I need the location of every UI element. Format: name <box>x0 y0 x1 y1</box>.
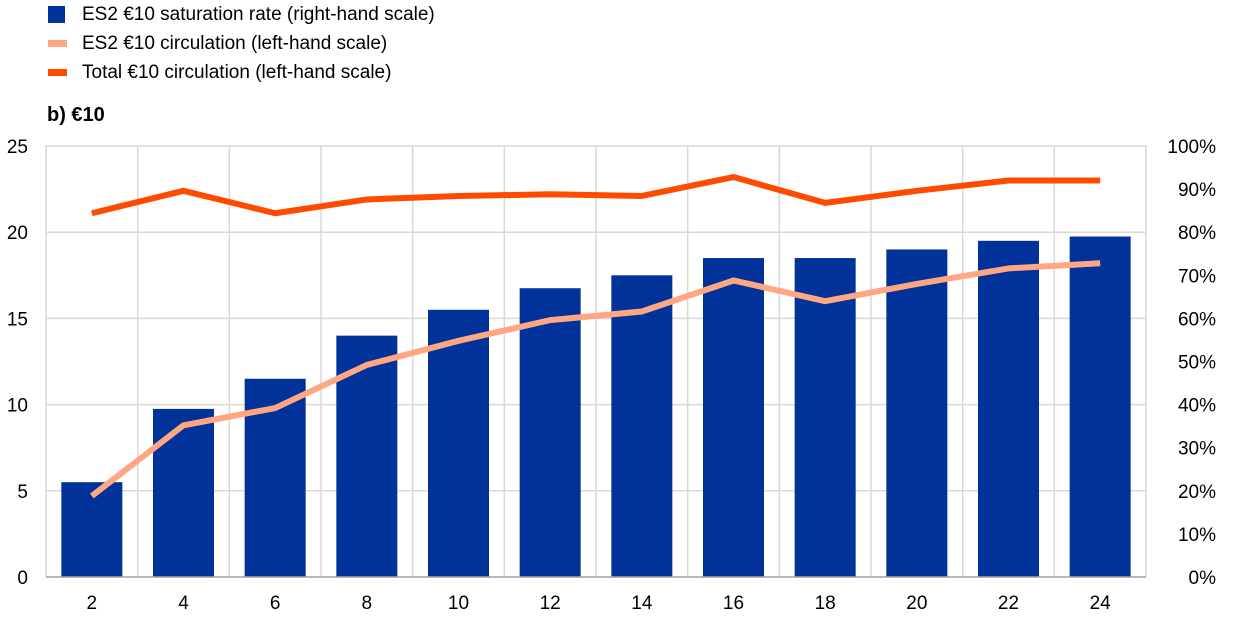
x-tick-label: 18 <box>815 593 836 614</box>
x-tick-label: 24 <box>1090 593 1112 614</box>
y-right-tick-label: 80% <box>1178 223 1216 244</box>
bar-saturation-24 <box>1069 236 1131 577</box>
chart-title: b) €10 <box>47 104 105 126</box>
axes: 0 5 10 15 20 25 0% 10% 20% 30% 40% 50% 60% 70% 80% 90% 1… <box>7 137 1216 614</box>
x-tick-label: 8 <box>362 593 373 614</box>
y-right-tick-label: 0% <box>1189 568 1217 589</box>
x-tick-label: 16 <box>723 593 744 614</box>
bar-saturation-22 <box>978 240 1039 577</box>
bar-saturation-16 <box>703 258 764 577</box>
y-right-tick-label: 60% <box>1178 309 1216 330</box>
grid <box>45 145 1147 578</box>
legend-swatch-saturation <box>48 6 65 23</box>
line-series <box>90 174 1101 499</box>
bar-saturation-10 <box>428 309 489 577</box>
y-right-tick-label: 10% <box>1178 525 1216 546</box>
y-right-tick-label: 100% <box>1167 137 1216 158</box>
x-tick-label: 12 <box>540 593 561 614</box>
x-tick-label: 10 <box>448 593 469 614</box>
y-right-tick-label: 50% <box>1178 353 1216 374</box>
x-tick-label: 2 <box>87 593 98 614</box>
y-left-tick-label: 20 <box>7 223 28 244</box>
y-left-tick-label: 10 <box>7 396 28 417</box>
y-left-tick-label: 25 <box>7 137 28 158</box>
bar-saturation-20 <box>886 249 948 577</box>
legend-label-total-circulation: Total €10 circulation (left-hand scale) <box>82 62 392 83</box>
line-total-circulation <box>91 174 1101 217</box>
y-left-tick-label: 0 <box>17 568 28 589</box>
y-left-tick-label: 5 <box>17 482 28 503</box>
x-tick-label: 22 <box>998 593 1019 614</box>
y-right-tick-label: 90% <box>1178 180 1216 201</box>
y-right-tick-label: 20% <box>1178 482 1216 503</box>
legend-label-es2-circulation: ES2 €10 circulation (left-hand scale) <box>82 33 388 54</box>
y-right-tick-label: 40% <box>1178 396 1216 417</box>
bar-saturation-2 <box>61 482 123 577</box>
x-tick-label: 20 <box>906 593 927 614</box>
bar-saturation-14 <box>611 275 673 577</box>
x-tick-label: 4 <box>178 593 189 614</box>
y-right-tick-label: 70% <box>1178 266 1216 287</box>
y-right-tick-label: 30% <box>1178 439 1216 460</box>
y-left-tick-label: 15 <box>7 309 28 330</box>
x-tick-label: 14 <box>631 593 653 614</box>
bar-saturation-12 <box>519 288 581 577</box>
legend-label-saturation: ES2 €10 saturation rate (right-hand scal… <box>82 4 435 25</box>
bar-saturation-18 <box>794 258 856 577</box>
legend-swatch-total-circulation <box>48 69 67 76</box>
legend-swatch-es2-circulation <box>48 40 67 47</box>
x-tick-label: 6 <box>270 593 281 614</box>
bar-series <box>61 236 1131 577</box>
bar-saturation-4 <box>153 408 214 577</box>
line-es2-circulation <box>90 260 1101 499</box>
